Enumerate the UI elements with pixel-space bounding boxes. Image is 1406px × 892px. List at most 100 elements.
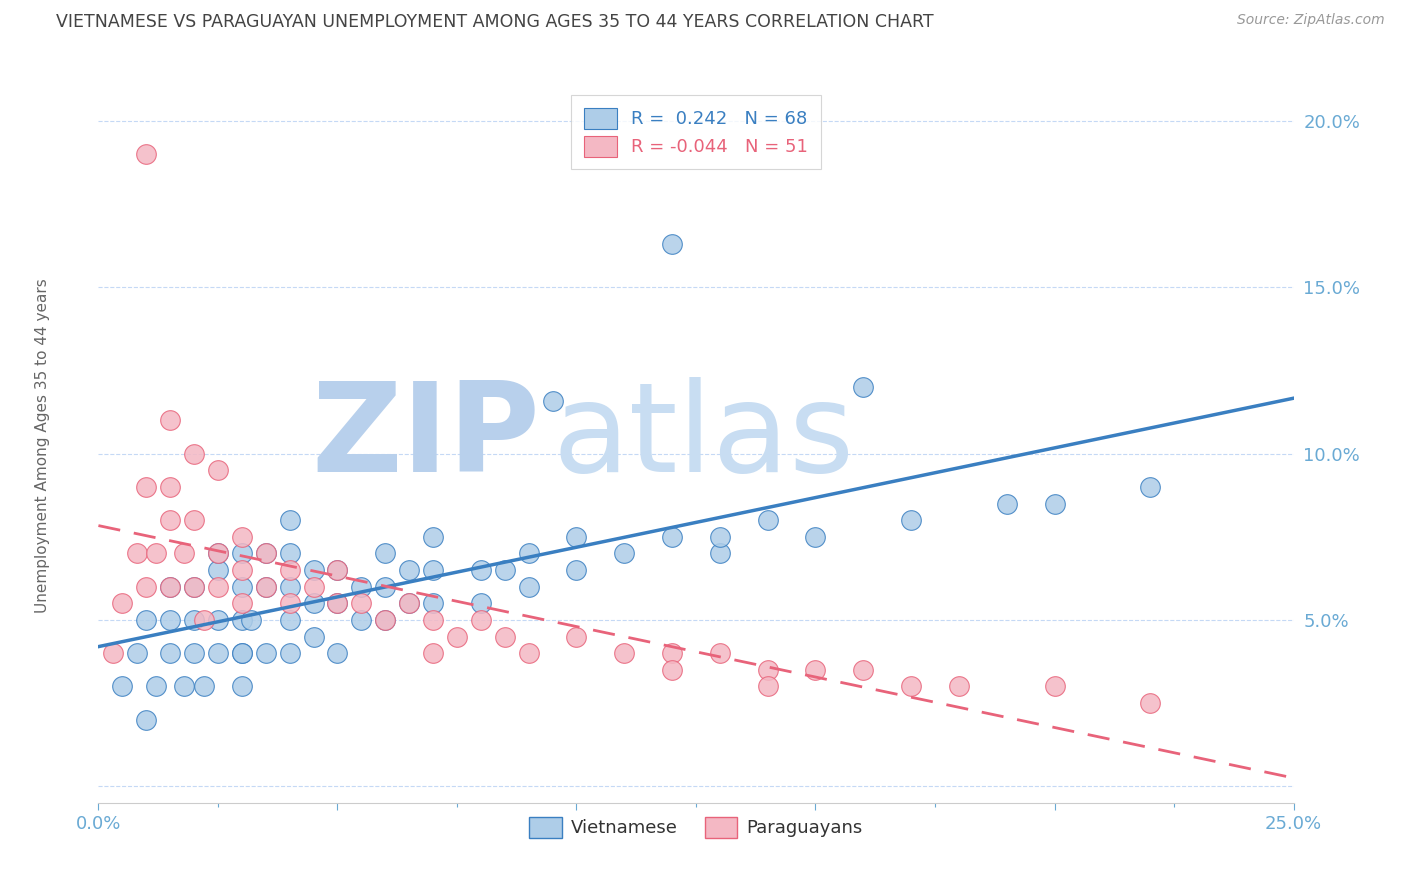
Point bbox=[1139, 696, 1161, 710]
Point bbox=[517, 580, 540, 594]
Point bbox=[231, 563, 253, 577]
Point bbox=[183, 513, 205, 527]
Point bbox=[422, 563, 444, 577]
Text: ZIP: ZIP bbox=[312, 376, 541, 498]
Point bbox=[207, 546, 229, 560]
Point bbox=[709, 530, 731, 544]
Point bbox=[125, 546, 148, 560]
Point bbox=[995, 497, 1018, 511]
Text: atlas: atlas bbox=[553, 376, 855, 498]
Point bbox=[254, 580, 277, 594]
Point bbox=[326, 596, 349, 610]
Point bbox=[193, 613, 215, 627]
Point bbox=[145, 546, 167, 560]
Point bbox=[350, 613, 373, 627]
Point bbox=[231, 530, 253, 544]
Point bbox=[207, 463, 229, 477]
Point bbox=[231, 646, 253, 660]
Point bbox=[422, 613, 444, 627]
Point bbox=[852, 663, 875, 677]
Point bbox=[1043, 497, 1066, 511]
Point bbox=[231, 596, 253, 610]
Point bbox=[111, 680, 134, 694]
Point bbox=[661, 530, 683, 544]
Point bbox=[207, 613, 229, 627]
Point bbox=[183, 580, 205, 594]
Point bbox=[326, 646, 349, 660]
Point bbox=[900, 513, 922, 527]
Point bbox=[302, 596, 325, 610]
Point bbox=[565, 630, 588, 644]
Point bbox=[470, 563, 492, 577]
Point bbox=[326, 563, 349, 577]
Point bbox=[326, 563, 349, 577]
Point bbox=[374, 546, 396, 560]
Point bbox=[231, 646, 253, 660]
Point bbox=[183, 580, 205, 594]
Point bbox=[661, 663, 683, 677]
Point bbox=[374, 613, 396, 627]
Point bbox=[709, 546, 731, 560]
Point bbox=[278, 563, 301, 577]
Point bbox=[159, 513, 181, 527]
Point bbox=[1043, 680, 1066, 694]
Point bbox=[804, 663, 827, 677]
Text: VIETNAMESE VS PARAGUAYAN UNEMPLOYMENT AMONG AGES 35 TO 44 YEARS CORRELATION CHAR: VIETNAMESE VS PARAGUAYAN UNEMPLOYMENT AM… bbox=[56, 13, 934, 31]
Point bbox=[613, 646, 636, 660]
Point bbox=[494, 563, 516, 577]
Point bbox=[159, 646, 181, 660]
Point bbox=[278, 546, 301, 560]
Point bbox=[278, 596, 301, 610]
Point bbox=[302, 580, 325, 594]
Point bbox=[254, 546, 277, 560]
Point bbox=[135, 580, 157, 594]
Point bbox=[709, 646, 731, 660]
Point bbox=[852, 380, 875, 394]
Point bbox=[159, 613, 181, 627]
Point bbox=[350, 596, 373, 610]
Point bbox=[254, 546, 277, 560]
Point bbox=[183, 447, 205, 461]
Point bbox=[422, 530, 444, 544]
Point bbox=[173, 546, 195, 560]
Point bbox=[1139, 480, 1161, 494]
Point bbox=[135, 613, 157, 627]
Point bbox=[183, 613, 205, 627]
Point bbox=[541, 393, 564, 408]
Point bbox=[374, 613, 396, 627]
Point bbox=[159, 480, 181, 494]
Point bbox=[207, 563, 229, 577]
Point bbox=[756, 513, 779, 527]
Point bbox=[231, 546, 253, 560]
Point bbox=[183, 646, 205, 660]
Point bbox=[231, 613, 253, 627]
Point bbox=[207, 546, 229, 560]
Point bbox=[207, 580, 229, 594]
Point bbox=[145, 680, 167, 694]
Point bbox=[159, 580, 181, 594]
Point bbox=[613, 546, 636, 560]
Point bbox=[125, 646, 148, 660]
Point bbox=[159, 580, 181, 594]
Point bbox=[254, 580, 277, 594]
Point bbox=[756, 680, 779, 694]
Point bbox=[135, 147, 157, 161]
Point bbox=[207, 646, 229, 660]
Point bbox=[326, 596, 349, 610]
Point bbox=[661, 646, 683, 660]
Point bbox=[661, 237, 683, 252]
Point bbox=[278, 580, 301, 594]
Point bbox=[517, 546, 540, 560]
Point bbox=[565, 563, 588, 577]
Point bbox=[173, 680, 195, 694]
Point bbox=[494, 630, 516, 644]
Point bbox=[900, 680, 922, 694]
Point bbox=[240, 613, 263, 627]
Point bbox=[278, 613, 301, 627]
Point bbox=[159, 413, 181, 427]
Text: Unemployment Among Ages 35 to 44 years: Unemployment Among Ages 35 to 44 years bbox=[35, 278, 49, 614]
Point bbox=[398, 596, 420, 610]
Point bbox=[517, 646, 540, 660]
Point bbox=[135, 713, 157, 727]
Point bbox=[101, 646, 124, 660]
